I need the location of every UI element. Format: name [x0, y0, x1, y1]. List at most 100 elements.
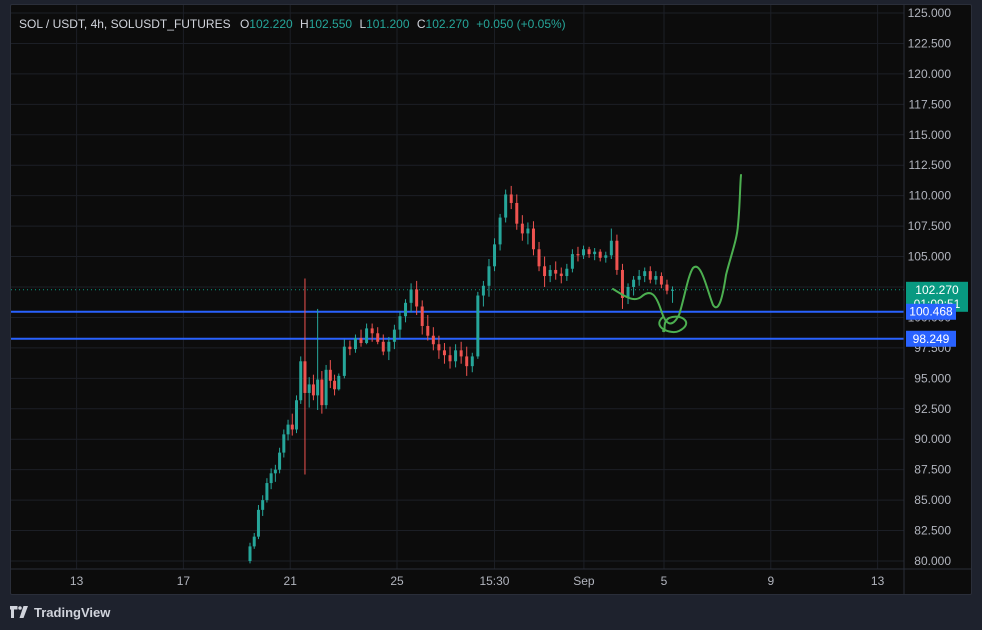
freehand-circle-drawing	[658, 315, 688, 333]
y-tick-label: 122.500	[908, 36, 952, 50]
y-tick-label: 105.000	[908, 250, 952, 264]
candle-body	[437, 344, 441, 351]
y-tick-label: 82.500	[914, 524, 951, 538]
candle-body	[526, 228, 530, 234]
candle-body	[282, 434, 286, 453]
close-value: 102.270	[425, 17, 469, 31]
candle-body	[387, 341, 391, 352]
candle-body	[504, 194, 508, 218]
y-tick-label: 90.000	[914, 432, 951, 446]
candle-body	[654, 276, 658, 280]
candle-body	[381, 341, 385, 352]
x-tick-label: Sep	[573, 574, 595, 588]
candle-body	[593, 251, 597, 255]
candle-body	[261, 500, 265, 510]
candle-body	[493, 244, 497, 267]
candle-body	[604, 255, 608, 258]
level-price-label: 100.468	[909, 305, 953, 319]
tradingview-logo-icon	[10, 606, 28, 618]
time-axis: 13 17 21 25 15:30 Sep 5 9 13	[11, 568, 971, 588]
candle-body	[459, 350, 463, 357]
close-label: C	[416, 17, 426, 31]
candle-body	[465, 356, 469, 367]
candle-body	[370, 328, 374, 334]
low-value: 101.200	[366, 17, 410, 31]
y-tick-label: 80.000	[914, 554, 951, 568]
open-value: 102.220	[249, 17, 293, 31]
candle-body	[537, 249, 541, 267]
high-label: H	[300, 17, 309, 31]
candle-body	[487, 266, 491, 286]
candle-body	[307, 384, 311, 393]
candle-body	[565, 268, 569, 277]
chart-frame[interactable]: SOL / USDT, 4h, SOLUSDT_FUTURES O102.220…	[10, 4, 972, 595]
candle-body	[398, 316, 402, 330]
candle-body	[392, 329, 396, 342]
current-price-label: 102.270	[915, 283, 959, 297]
candle-body	[248, 546, 252, 561]
level-price-badge: 100.468	[906, 303, 956, 320]
candle-body	[311, 384, 315, 396]
candle-body	[476, 295, 480, 357]
candle-body	[548, 269, 552, 277]
candle-body	[295, 400, 299, 430]
price-chart[interactable]: 125.000 122.500 120.000 117.500 115.000 112.5…	[11, 5, 971, 594]
candle-body	[448, 355, 452, 362]
x-tick-label: 21	[284, 574, 298, 588]
candle-body	[626, 287, 630, 298]
x-tick-label: 17	[177, 574, 191, 588]
y-tick-label: 115.000	[909, 128, 952, 142]
candle-body	[598, 251, 602, 258]
candle-body	[559, 273, 563, 277]
y-tick-label: 92.500	[914, 402, 951, 416]
x-tick-label: 13	[70, 574, 84, 588]
candle-body	[643, 271, 647, 277]
grid	[11, 5, 904, 569]
candle-body	[290, 424, 294, 430]
candle-body	[278, 452, 282, 470]
x-tick-label: 25	[390, 574, 404, 588]
candle-body	[543, 266, 547, 277]
candle-body	[342, 346, 346, 376]
candle-body	[286, 424, 290, 435]
candle-body	[348, 346, 352, 350]
candle-body	[515, 202, 519, 224]
x-tick-label: 15:30	[479, 574, 509, 588]
candle-body	[609, 240, 613, 256]
x-tick-label: 9	[767, 574, 774, 588]
candle-body	[665, 284, 669, 291]
candle-body	[320, 379, 324, 406]
candle-body	[632, 279, 636, 287]
candle-body	[570, 254, 574, 269]
y-tick-label: 87.500	[914, 463, 951, 477]
candle-body	[470, 356, 474, 367]
candle-body	[587, 249, 591, 255]
candle-body	[637, 276, 641, 280]
candle-body	[299, 361, 303, 401]
y-tick-label: 120.000	[908, 67, 952, 81]
candle-body	[576, 254, 580, 256]
ohlc-legend: SOL / USDT, 4h, SOLUSDT_FUTURES O102.220…	[19, 17, 566, 31]
y-tick-label: 95.000	[914, 371, 951, 385]
candle-body	[554, 269, 558, 274]
y-tick-label: 125.000	[908, 6, 952, 20]
candle-body	[498, 217, 502, 245]
y-tick-label: 117.500	[909, 97, 952, 111]
low-label: L	[359, 17, 367, 31]
x-tick-label: 13	[871, 574, 885, 588]
candle-body	[531, 228, 535, 250]
y-tick-label: 112.500	[909, 158, 952, 172]
horizontal-levels	[11, 289, 904, 340]
open-label: O	[239, 17, 250, 31]
level-price-label: 98.249	[913, 332, 950, 346]
candle-body	[337, 375, 341, 390]
candle-body	[256, 509, 260, 537]
candle-body	[269, 473, 273, 484]
x-tick-label: 5	[661, 574, 668, 588]
candle-body	[481, 285, 485, 296]
candle-body	[328, 369, 332, 381]
candle-body	[365, 328, 369, 344]
candle-body	[659, 276, 663, 285]
candle-body	[620, 269, 624, 298]
